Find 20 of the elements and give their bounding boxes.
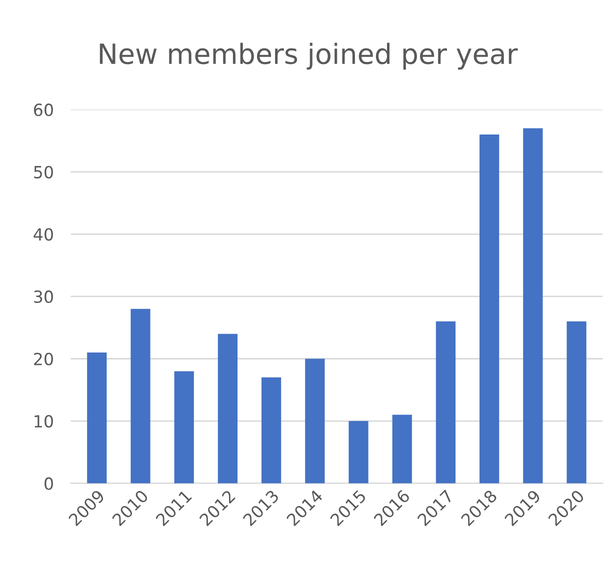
bar xyxy=(392,414,412,484)
bar xyxy=(480,134,500,484)
y-tick-label: 10 xyxy=(34,414,53,428)
bar xyxy=(348,421,368,484)
bar xyxy=(174,371,194,484)
bar xyxy=(523,128,543,484)
bar xyxy=(305,358,325,484)
bar xyxy=(261,377,282,484)
bar xyxy=(218,334,238,484)
bar xyxy=(130,308,150,484)
chart-title: New members joined per year xyxy=(100,42,518,70)
bar xyxy=(566,321,586,484)
y-tick-label: 20 xyxy=(34,352,53,366)
bar xyxy=(87,352,107,484)
y-tick-label: 60 xyxy=(34,104,53,116)
y-tick-label: 30 xyxy=(34,290,53,304)
bar xyxy=(436,321,456,484)
y-tick-label: 0 xyxy=(44,477,53,490)
y-tick-label: 50 xyxy=(34,166,53,178)
y-tick-label: 40 xyxy=(34,228,53,241)
